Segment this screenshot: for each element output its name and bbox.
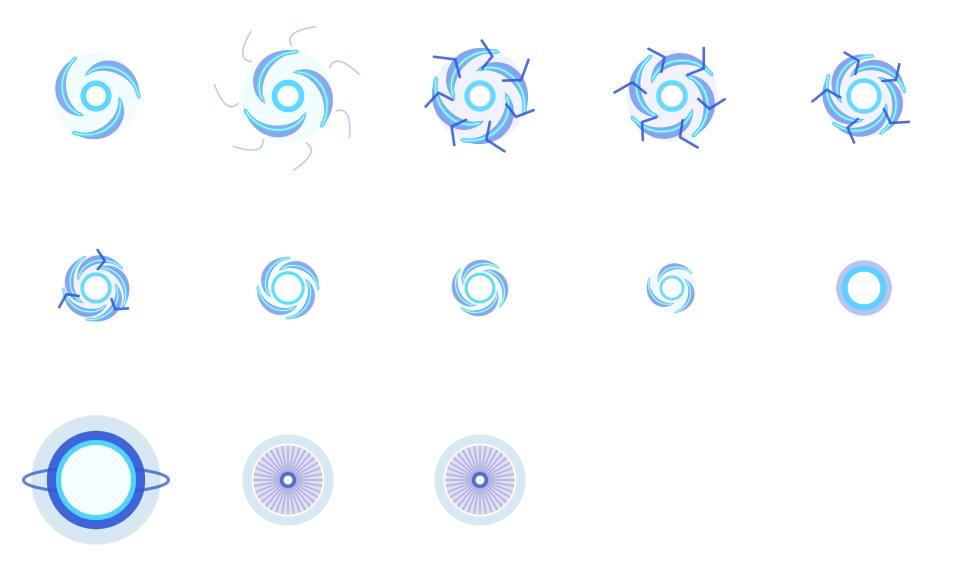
energy-wisp <box>289 25 317 47</box>
frame-graphic <box>434 434 526 526</box>
vortex-swirl <box>57 248 130 322</box>
vortex-swirl <box>811 51 911 144</box>
vortex-swirl <box>424 39 535 153</box>
sprite-frame-9 <box>576 192 768 384</box>
lightning-bolt <box>881 62 901 83</box>
lightning-bolt <box>882 107 911 125</box>
frame-graphic <box>213 25 360 172</box>
sprite-frame-13 <box>384 384 576 576</box>
sprite-frame-7 <box>192 192 384 384</box>
sprite-frame-6 <box>0 192 192 384</box>
sprite-frame-10 <box>768 192 960 384</box>
lightning-bolt <box>424 91 454 108</box>
core-ring <box>656 80 688 112</box>
core-glow <box>84 276 108 300</box>
frame-graphic <box>242 434 334 526</box>
core-ring <box>659 275 685 301</box>
core-ring <box>464 80 496 112</box>
lightning-bolt <box>480 39 494 70</box>
core-glow <box>851 83 877 109</box>
radial-flash <box>434 434 526 526</box>
frame-graphic <box>451 259 509 317</box>
lightning-bolt <box>485 120 506 153</box>
vortex-swirl <box>613 46 727 149</box>
core-glow <box>662 86 682 106</box>
sprite-frame-4 <box>576 0 768 192</box>
frame-graphic <box>57 248 130 322</box>
core-ring <box>271 79 305 113</box>
lightning-bolt <box>678 118 699 149</box>
lightning-bolt <box>96 248 107 271</box>
lightning-bolt <box>846 117 860 144</box>
core-ring <box>846 78 882 114</box>
core-ring <box>271 271 305 305</box>
core-ring <box>464 272 496 304</box>
core-ring <box>80 272 112 304</box>
sprite-frame-11 <box>0 384 192 576</box>
lightning-bolt <box>613 81 648 95</box>
vortex-swirl <box>256 256 320 320</box>
frame-graphic <box>613 46 727 149</box>
core-glow <box>847 271 881 305</box>
frame-graphic <box>646 263 697 314</box>
sprite-frame-2 <box>192 0 384 192</box>
core-glow <box>61 445 131 515</box>
energy-wisp <box>241 30 252 63</box>
core-glow <box>475 475 485 485</box>
frame-graphic <box>21 415 171 545</box>
radial-flash <box>242 434 334 526</box>
frame-graphic <box>52 51 141 140</box>
sprite-frame-8 <box>384 192 576 384</box>
lightning-bolt <box>432 55 462 79</box>
frame-graphic <box>424 39 535 153</box>
frame-graphic <box>836 260 892 316</box>
lightning-bolt <box>501 58 530 82</box>
lightning-bolt <box>843 51 861 76</box>
core-glow <box>283 475 293 485</box>
vortex-swirl <box>213 25 360 172</box>
core-ring <box>80 80 112 112</box>
energy-wisp <box>213 83 239 108</box>
lightning-bolt <box>696 97 727 111</box>
lightning-bolt <box>57 293 81 309</box>
frame-graphic <box>811 51 911 144</box>
vortex-swirl <box>646 263 697 314</box>
lightning-bolt <box>811 88 842 103</box>
energy-burst <box>21 415 171 545</box>
sprite-frame-5 <box>768 0 960 192</box>
core-glow <box>275 275 301 301</box>
lightning-bolt <box>110 297 130 311</box>
lightning-bolt <box>505 103 535 119</box>
lightning-bolt <box>640 115 658 142</box>
energy-wisp <box>328 60 360 75</box>
core-glow <box>662 278 682 298</box>
core-glow <box>468 276 492 300</box>
energy-wisp <box>232 138 264 151</box>
energy-wisp <box>292 142 312 172</box>
swirl-arm <box>668 278 695 314</box>
lightning-bolt <box>450 118 468 147</box>
sprite-frame-12 <box>192 384 384 576</box>
sprite-frame-3 <box>384 0 576 192</box>
energy-wisp <box>335 109 351 139</box>
swirl-arm <box>849 59 907 104</box>
core-glow <box>470 86 490 106</box>
vortex-swirl <box>52 51 141 140</box>
energy-ring <box>836 260 892 316</box>
frame-graphic <box>256 256 320 320</box>
vortex-swirl <box>451 259 509 317</box>
lightning-bolt <box>686 46 706 77</box>
lightning-bolt <box>647 47 666 74</box>
sprite-frame-1 <box>0 0 192 192</box>
